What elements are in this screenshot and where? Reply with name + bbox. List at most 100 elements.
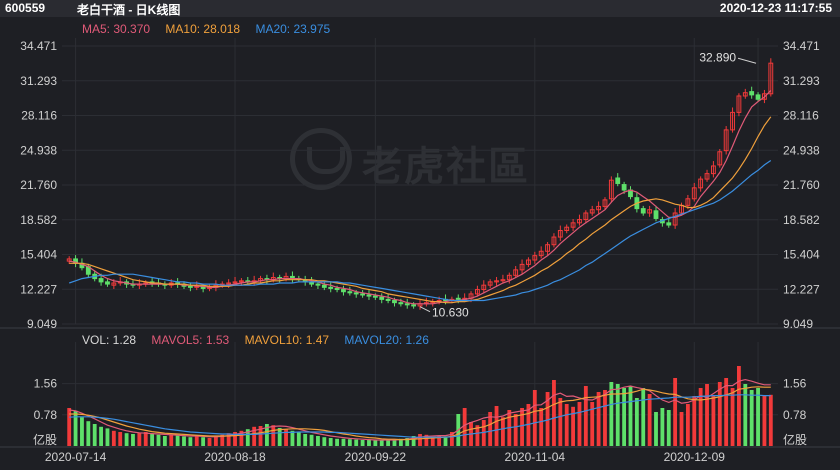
volume-bar: [724, 378, 729, 446]
volume-bar: [354, 439, 359, 446]
volume-bar: [737, 366, 741, 446]
volume-bar: [647, 394, 652, 446]
volume-bar: [564, 404, 569, 446]
volume-bar: [475, 425, 480, 446]
volume-bar: [245, 429, 250, 446]
price-tick-right: 15.404: [783, 248, 820, 262]
stock-code: 600559: [5, 1, 46, 15]
price-tick-right: 31.293: [783, 74, 820, 88]
candle-body: [385, 298, 391, 301]
volume-bar: [111, 430, 116, 446]
volume-bar: [309, 434, 314, 446]
candle-body: [238, 280, 244, 283]
volume-bar: [552, 380, 556, 446]
candle-body: [762, 93, 767, 100]
candle-body: [577, 219, 582, 224]
candle-body: [334, 287, 340, 291]
candle-body: [583, 212, 589, 221]
candle-body: [755, 94, 761, 100]
candle-body: [353, 292, 359, 295]
price-tick-left: 9.049: [27, 317, 57, 331]
candle-body: [666, 222, 672, 226]
volume-bar: [437, 436, 442, 446]
volume-bar: [685, 404, 690, 446]
volume-bar: [411, 436, 416, 446]
chart-header: 600559 老白干酒 - 日K线图 2020-12-23 11:17:55: [0, 0, 840, 17]
mavol5-legend: MAVOL5: 1.53: [151, 333, 230, 347]
volume-bar: [698, 388, 703, 446]
candle-body: [532, 255, 538, 261]
volume-bar: [501, 417, 505, 446]
price-tick-left: 24.938: [20, 143, 57, 157]
candle-body: [723, 129, 729, 152]
volume-bar: [743, 384, 748, 446]
ma10-legend: MA10: 28.018: [165, 22, 241, 36]
volume-legend: VOL: 1.28 MAVOL5: 1.53 MAVOL10: 1.47 MAV…: [82, 333, 441, 347]
volume-bar: [118, 432, 123, 446]
candle-body: [557, 229, 563, 238]
high-annotation: 32.890: [699, 50, 736, 64]
candle-body: [481, 284, 487, 291]
volume-bar: [730, 388, 735, 446]
volume-bar: [571, 406, 575, 446]
volume-bar: [296, 432, 301, 446]
volume-bar: [226, 433, 231, 446]
date-tick-label: 2020-12-09: [664, 450, 726, 464]
candle-body: [596, 205, 602, 211]
volume-bar: [418, 434, 422, 446]
candle-body: [347, 291, 353, 294]
volume-bar: [233, 432, 237, 446]
volume-bar: [386, 440, 391, 446]
candle-body: [749, 91, 755, 96]
date-tick-label: 2020-07-14: [45, 450, 107, 464]
candle-body: [513, 269, 519, 276]
candle-body: [602, 199, 608, 207]
volume-bar: [335, 438, 339, 446]
volume-bar: [603, 390, 607, 446]
candle-body: [105, 281, 110, 285]
volume-bar: [711, 396, 716, 446]
price-tick-left: 18.582: [20, 213, 57, 227]
volume-unit-left: 亿股: [33, 432, 57, 447]
volume-bar: [284, 429, 288, 446]
candle-body: [717, 151, 723, 166]
candle-body: [685, 198, 691, 206]
candle-body: [564, 226, 570, 231]
mavol10-legend: MAVOL10: 1.47: [244, 333, 330, 347]
volume-bar: [424, 434, 429, 446]
candle-body: [768, 62, 774, 95]
volume-bar: [583, 386, 588, 446]
volume-bar: [347, 439, 352, 446]
date-tick-label: 2020-09-22: [345, 450, 407, 464]
mavol20-legend: MAVOL20: 1.26: [344, 333, 429, 347]
volume-bar: [367, 440, 371, 446]
volume-bar: [220, 434, 225, 446]
volume-bar: [252, 426, 257, 446]
candle-body: [526, 259, 531, 265]
candle-body: [379, 296, 385, 300]
ma20-legend: MA20: 23.975: [255, 22, 331, 36]
candle-body: [98, 278, 104, 283]
candle-body: [519, 263, 525, 271]
candle-body: [647, 209, 653, 214]
volume-bar: [303, 434, 308, 446]
volume-bar: [762, 396, 767, 446]
volume-bar: [86, 421, 91, 446]
volume-bar: [67, 408, 72, 446]
candle-body: [621, 184, 627, 191]
candle-body: [494, 280, 499, 283]
volume-bar: [615, 384, 620, 446]
volume-bar: [449, 432, 454, 446]
candle-body: [372, 295, 378, 298]
candle-body: [730, 111, 735, 131]
candle-body: [672, 212, 678, 226]
candle-body: [710, 165, 716, 175]
volume-bar: [265, 424, 269, 446]
date-tick-label: 2020-11-04: [505, 450, 566, 464]
volume-unit-right: 亿股: [783, 432, 807, 447]
candle-body: [232, 281, 238, 284]
candle-body: [551, 236, 557, 246]
volume-bar: [609, 382, 614, 446]
volume-bar: [634, 398, 639, 446]
volume-bar: [316, 436, 320, 446]
